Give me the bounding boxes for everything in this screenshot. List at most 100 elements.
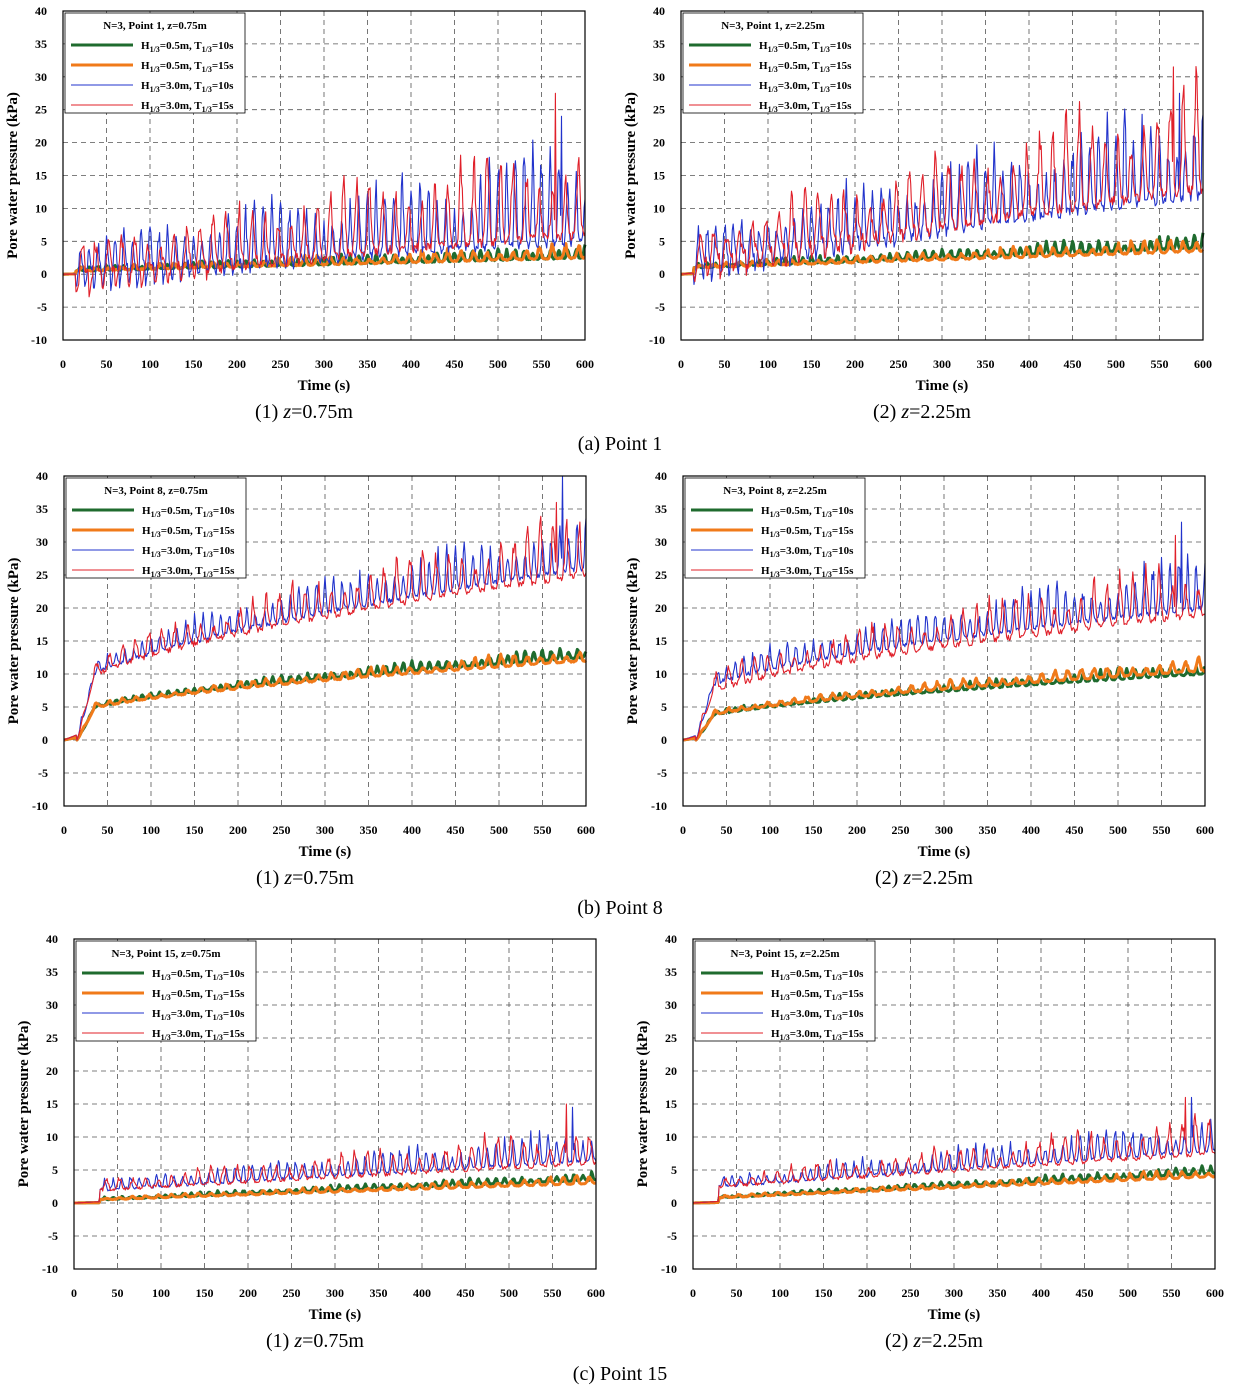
x-tick-label: 0: [680, 823, 686, 837]
y-tick-label: 20: [655, 601, 667, 615]
y-tick-label: 30: [36, 535, 48, 549]
y-tick-label: 20: [36, 601, 48, 615]
legend-title: N=3, Point 15, z=2.25m: [730, 948, 839, 960]
y-tick-label: 10: [46, 1130, 58, 1144]
x-tick-label: 150: [815, 1286, 833, 1300]
y-tick-label: -10: [651, 799, 667, 813]
y-tick-label: 5: [52, 1163, 58, 1177]
x-tick-label: 550: [534, 823, 552, 837]
legend-label: H1/3=0.5m, T1/3=10s: [759, 40, 852, 54]
y-tick-label: 15: [35, 169, 47, 183]
x-tick-label: 150: [196, 1286, 214, 1300]
legend-label: H1/3=3.0m, T1/3=15s: [771, 1028, 864, 1042]
y-tick-label: -5: [655, 300, 665, 314]
x-tick-label: 300: [326, 1286, 344, 1300]
x-tick-label: 500: [500, 1286, 518, 1300]
x-axis-label: Time (s): [928, 1307, 981, 1323]
x-tick-label: 300: [933, 357, 951, 371]
panel-caption: (2) z=2.25m: [873, 401, 971, 423]
y-tick-label: 40: [46, 932, 58, 946]
y-tick-label: 30: [35, 70, 47, 84]
x-tick-label: 500: [1119, 1286, 1137, 1300]
chart-panel-1: 0 50 100 150 200 250 300 350 400 450 500 550 6004035…: [5, 4, 594, 394]
y-axis-label: Pore water pressure (kPa): [635, 1021, 651, 1188]
plot-frame: [73, 938, 597, 1270]
y-axis-label: Pore water pressure (kPa): [16, 1021, 32, 1188]
x-tick-label: 250: [273, 823, 291, 837]
x-tick-label: 500: [490, 823, 508, 837]
panel-caption: (1) z=0.75m: [255, 401, 353, 423]
y-tick-label: 20: [35, 136, 47, 150]
x-tick-label: 450: [1066, 823, 1084, 837]
y-tick-label: 35: [35, 37, 47, 51]
legend-label: H1/3=3.0m, T1/3=10s: [761, 545, 854, 559]
plot-frame: [682, 475, 1206, 807]
x-tick-label: 250: [272, 357, 290, 371]
y-tick-label: 10: [653, 201, 665, 215]
x-axis-label: Time (s): [298, 378, 351, 394]
x-tick-label: 600: [1206, 1286, 1224, 1300]
legend-label: H1/3=0.5m, T1/3=15s: [142, 525, 235, 539]
y-tick-label: 15: [655, 634, 667, 648]
series-line-4: [63, 92, 586, 298]
x-tick-label: 150: [805, 823, 823, 837]
panel-caption: (2) z=2.25m: [875, 867, 973, 889]
x-tick-label: 100: [142, 823, 160, 837]
x-tick-label: 600: [576, 357, 594, 371]
legend-title: N=3, Point 8, z=2.25m: [723, 485, 827, 497]
x-tick-label: 100: [771, 1286, 789, 1300]
x-tick-label: 0: [690, 1286, 696, 1300]
y-tick-label: 20: [665, 1064, 677, 1078]
y-tick-label: 35: [665, 965, 677, 979]
x-tick-label: 0: [60, 357, 66, 371]
series-line-3: [63, 115, 586, 292]
y-tick-label: -10: [32, 799, 48, 813]
y-tick-label: 35: [653, 37, 665, 51]
x-axis-label: Time (s): [916, 378, 969, 394]
x-tick-label: 400: [1022, 823, 1040, 837]
x-tick-label: 200: [858, 1286, 876, 1300]
x-tick-label: 550: [1153, 823, 1171, 837]
x-tick-label: 550: [544, 1286, 562, 1300]
series-line-4: [63, 501, 587, 741]
legend-title: N=3, Point 15, z=0.75m: [111, 948, 220, 960]
x-tick-label: 400: [403, 823, 421, 837]
x-tick-label: 200: [229, 823, 247, 837]
y-tick-label: -10: [649, 333, 665, 347]
legend-label: H1/3=3.0m, T1/3=10s: [141, 80, 234, 94]
legend-title: N=3, Point 8, z=0.75m: [104, 485, 208, 497]
y-tick-label: 30: [46, 998, 58, 1012]
y-tick-label: 30: [665, 998, 677, 1012]
y-tick-label: 0: [52, 1196, 58, 1210]
legend-box: [65, 477, 247, 579]
y-tick-label: 25: [653, 103, 665, 117]
series-line-2: [682, 655, 1206, 742]
x-tick-label: 0: [71, 1286, 77, 1300]
x-tick-label: 300: [316, 823, 334, 837]
y-tick-label: 5: [41, 234, 47, 248]
x-tick-label: 200: [228, 357, 246, 371]
x-tick-label: 200: [239, 1286, 257, 1300]
x-tick-label: 200: [848, 823, 866, 837]
chart-panel-3: 0 50 100 150 200 250 300 350 400 450 500 550 6004035…: [6, 469, 595, 860]
x-tick-label: 450: [446, 357, 464, 371]
x-tick-label: 400: [1020, 357, 1038, 371]
legend-label: H1/3=3.0m, T1/3=10s: [142, 545, 235, 559]
y-tick-label: 25: [35, 103, 47, 117]
y-tick-label: 25: [46, 1031, 58, 1045]
x-tick-label: 0: [678, 357, 684, 371]
legend-label: H1/3=0.5m, T1/3=15s: [152, 988, 245, 1002]
y-tick-label: 15: [36, 634, 48, 648]
panel-caption: (2) z=2.25m: [885, 1330, 983, 1352]
panel-caption: (1) z=0.75m: [266, 1330, 364, 1352]
legend-label: H1/3=0.5m, T1/3=10s: [141, 40, 234, 54]
series-line-2: [692, 1169, 1216, 1205]
x-tick-label: 400: [402, 357, 420, 371]
x-tick-label: 600: [587, 1286, 605, 1300]
legend-box: [75, 940, 257, 1042]
plot-frame: [692, 938, 1216, 1270]
y-tick-label: 35: [46, 965, 58, 979]
x-tick-label: 250: [902, 1286, 920, 1300]
legend-box: [682, 12, 864, 114]
legend-label: H1/3=3.0m, T1/3=10s: [152, 1008, 245, 1022]
